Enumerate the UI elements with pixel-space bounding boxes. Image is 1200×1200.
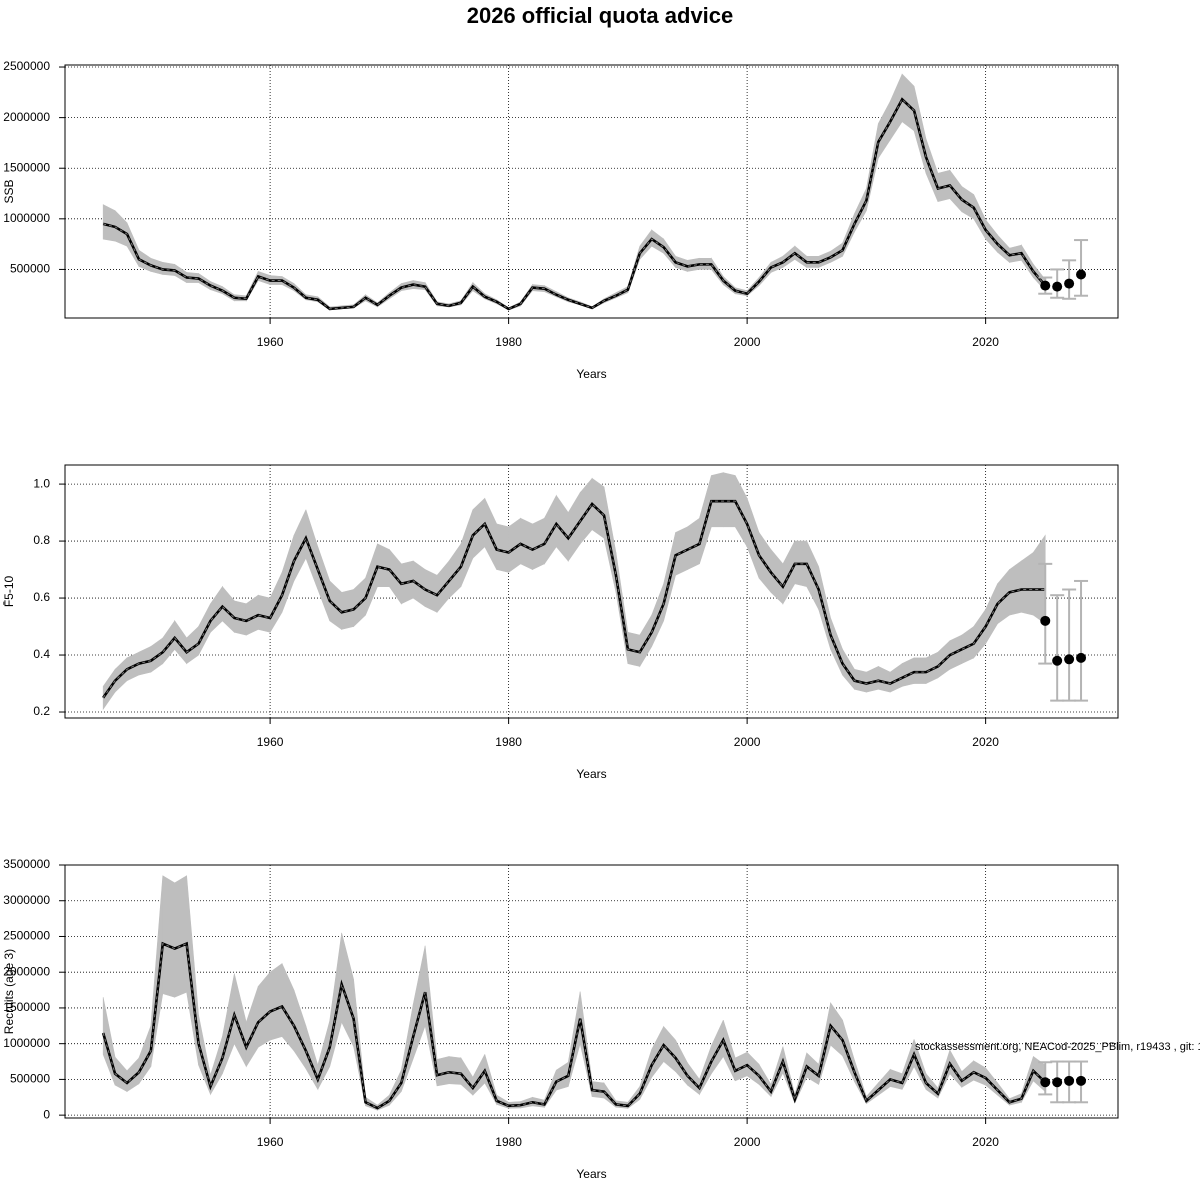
- y-tick-label: 3000000: [3, 893, 50, 907]
- y-axis-label: Recruits (age 3): [2, 949, 16, 1034]
- confidence-band: [722, 1019, 736, 1081]
- confidence-band: [889, 73, 903, 141]
- confidence-band: [722, 472, 736, 528]
- confidence-band: [257, 594, 271, 633]
- confidence-band: [448, 1056, 462, 1085]
- x-tick-label: 2000: [734, 735, 761, 749]
- x-tick-label: 1960: [257, 735, 284, 749]
- confidence-band: [377, 543, 390, 587]
- forecast-point: [1076, 652, 1087, 663]
- confidence-band: [913, 657, 927, 684]
- confidence-band: [174, 875, 187, 998]
- x-tick-label: 1960: [257, 1135, 284, 1149]
- y-tick-label: 0.4: [33, 647, 50, 661]
- y-tick-label: 1000000: [3, 1036, 50, 1050]
- chart-title: 2026 official quota advice: [467, 3, 734, 28]
- confidence-band: [269, 963, 283, 1041]
- confidence-band: [1033, 534, 1046, 625]
- forecast-point: [1076, 1075, 1087, 1086]
- y-axis-label: F̄5-10: [2, 576, 16, 608]
- y-tick-label: 500000: [10, 1072, 50, 1086]
- forecast-point: [1064, 278, 1075, 289]
- confidence-band: [269, 572, 283, 634]
- confidence-band: [162, 875, 176, 998]
- y-tick-label: 2000000: [3, 110, 50, 124]
- confidence-band: [782, 540, 796, 605]
- x-tick-label: 2020: [972, 335, 999, 349]
- x-tick-label: 2020: [972, 1135, 999, 1149]
- y-tick-label: 2500000: [3, 929, 50, 943]
- x-tick-label: 1980: [495, 335, 522, 349]
- confidence-band: [651, 1026, 664, 1079]
- x-axis-label: Years: [576, 367, 606, 381]
- x-tick-label: 2000: [734, 335, 761, 349]
- annotation: stockassessment.org, NEACod-2025_PBlim, …: [915, 1041, 1200, 1053]
- confidence-band: [878, 665, 891, 693]
- confidence-band: [198, 603, 211, 656]
- y-tick-label: 2000000: [3, 964, 50, 978]
- forecast-point: [1040, 1077, 1051, 1088]
- y-tick-label: 1.0: [33, 476, 50, 490]
- confidence-band: [305, 509, 319, 590]
- x-tick-label: 1980: [495, 735, 522, 749]
- confidence-band: [448, 542, 462, 599]
- x-tick-label: 1960: [257, 335, 284, 349]
- confidence-band: [281, 535, 295, 613]
- confidence-band: [293, 509, 307, 582]
- confidence-band: [436, 1056, 450, 1087]
- forecast-point: [1064, 1075, 1075, 1086]
- forecast-point: [1040, 280, 1051, 291]
- confidence-band: [758, 1063, 772, 1098]
- confidence-band: [711, 1019, 724, 1075]
- forecast-point: [1064, 654, 1075, 665]
- y-tick-label: 0.2: [33, 704, 50, 718]
- confidence-band: [102, 204, 116, 242]
- confidence-band: [842, 1020, 855, 1082]
- y-tick-label: 1500000: [3, 1000, 50, 1014]
- plot-frame: [64, 864, 1119, 1119]
- y-tick-label: 0.8: [33, 533, 50, 547]
- forecast-point: [1052, 1077, 1063, 1088]
- confidence-band: [711, 472, 724, 528]
- y-tick-label: 0: [43, 1107, 50, 1121]
- y-tick-label: 500000: [10, 262, 50, 276]
- confidence-band: [496, 523, 509, 573]
- y-tick-label: 1000000: [3, 211, 50, 225]
- y-axis-label: SSB: [2, 179, 16, 203]
- x-tick-label: 2000: [734, 1135, 761, 1149]
- plot-frame: [64, 64, 1119, 319]
- x-axis-label: Years: [576, 1167, 606, 1181]
- y-tick-label: 0.6: [33, 590, 50, 604]
- confidence-band: [567, 491, 581, 562]
- confidence-band: [1021, 551, 1034, 616]
- confidence-band: [949, 1048, 963, 1089]
- confidence-band: [866, 665, 879, 693]
- x-axis-label: Years: [576, 767, 606, 781]
- forecast-point: [1052, 655, 1063, 666]
- confidence-band: [556, 494, 569, 562]
- y-tick-label: 2500000: [3, 59, 50, 73]
- confidence-band: [257, 971, 271, 1048]
- confidence-band: [174, 619, 187, 665]
- estimate-line-dash: [103, 98, 1046, 310]
- estimate-line-dash: [102, 500, 1046, 699]
- confidence-band: [770, 548, 784, 605]
- confidence-band: [663, 1025, 676, 1073]
- plot-frame: [64, 464, 1119, 719]
- confidence-band: [162, 619, 176, 665]
- estimate-line: [102, 97, 1047, 311]
- confidence-band: [544, 495, 557, 565]
- y-tick-label: 3500000: [3, 857, 50, 871]
- x-tick-label: 1980: [495, 1135, 522, 1149]
- estimate-line-dash: [102, 942, 1046, 1109]
- forecast-point: [1040, 615, 1051, 626]
- x-tick-label: 2020: [972, 735, 999, 749]
- forecast-point: [1052, 281, 1063, 292]
- forecast-point: [1076, 269, 1087, 280]
- y-tick-label: 1500000: [3, 160, 50, 174]
- confidence-band: [1009, 560, 1022, 616]
